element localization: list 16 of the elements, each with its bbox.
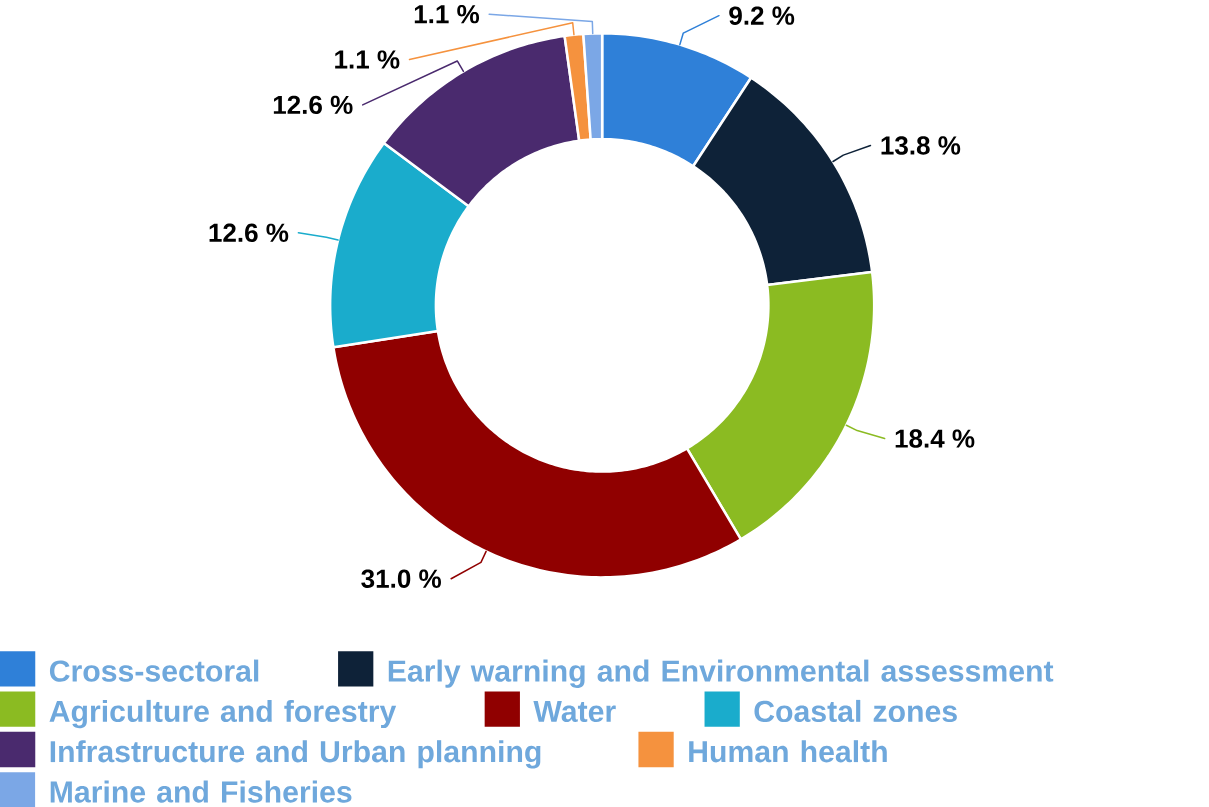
data-label: 12.6 % <box>209 223 289 242</box>
data-label: 31.0 % <box>361 569 441 588</box>
legend-label: Early warning and Environmental assessment <box>388 659 1054 688</box>
data-label: 18.4 % <box>895 429 975 448</box>
legend-label: Agriculture and forestry <box>49 699 397 728</box>
data-label: 1.1 % <box>414 4 480 24</box>
legend-label: Infrastructure and Urban planning <box>50 739 541 769</box>
data-label: 13.8 % <box>881 136 961 155</box>
data-label: 1.1 % <box>335 50 400 69</box>
legend-label: Human health <box>689 739 887 763</box>
data-label: 12.6 % <box>273 95 353 114</box>
legend-label: Coastal zones <box>754 699 957 722</box>
legend-label: Cross-sectoral <box>49 659 259 682</box>
data-label: 9.2 % <box>729 6 795 25</box>
legend-label: Marine and Fisheries <box>50 780 352 803</box>
legend-label: Water <box>533 700 616 722</box>
